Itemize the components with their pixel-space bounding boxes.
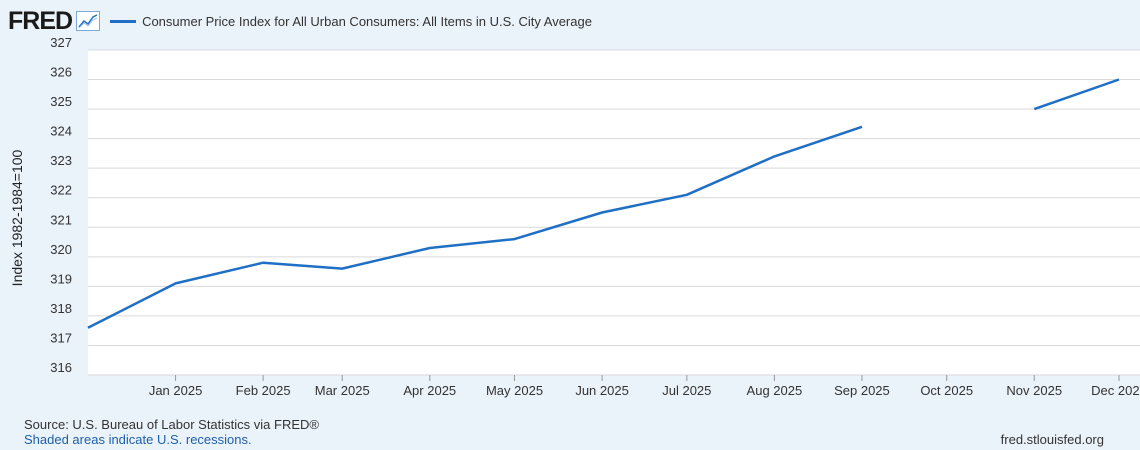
- x-tick-label: Jul 2025: [662, 383, 711, 398]
- legend: Consumer Price Index for All Urban Consu…: [110, 14, 592, 29]
- x-tick-label: Aug 2025: [747, 383, 803, 398]
- recession-note[interactable]: Shaded areas indicate U.S. recessions.: [24, 432, 252, 447]
- y-tick-label: 322: [50, 183, 72, 198]
- x-tick-labels: Jan 2025 Feb 2025 Mar 2025 Apr 2025 May 2025…: [149, 375, 1140, 398]
- footer-notes: Source: U.S. Bureau of Labor Statistics …: [24, 417, 319, 447]
- y-tick-label: 327: [50, 35, 72, 50]
- x-tick-label: Nov 2025: [1006, 383, 1062, 398]
- x-tick-label: Jun 2025: [575, 383, 629, 398]
- legend-label: Consumer Price Index for All Urban Consu…: [142, 13, 592, 29]
- x-tick-label: Jan 2025: [149, 383, 203, 398]
- series-line[interactable]: [87, 125, 863, 329]
- y-tick-label: 321: [50, 212, 72, 227]
- y-tick-label: 326: [50, 65, 72, 80]
- fred-logo[interactable]: FRED: [8, 6, 73, 35]
- y-tick-label: 323: [50, 153, 72, 168]
- y-tick-label: 318: [50, 301, 72, 316]
- legend-swatch: [110, 19, 137, 23]
- series-lines: [87, 78, 1120, 329]
- line-chart-icon: [76, 11, 101, 31]
- y-tick-label: 324: [50, 124, 72, 139]
- y-tick-labels: 316 317 318 319 320 321 322 323 324 325 326 327: [50, 35, 72, 375]
- source-note: Source: U.S. Bureau of Labor Statistics …: [24, 417, 319, 432]
- y-tick-label: 320: [50, 242, 72, 257]
- x-tick-label: Apr 2025: [403, 383, 456, 398]
- y-tick-label: 319: [50, 271, 72, 286]
- x-tick-label: Oct 2025: [920, 383, 973, 398]
- x-tick-label: Sep 2025: [834, 383, 890, 398]
- chart-header: FRED Consumer Price Index for All Urban …: [8, 6, 592, 36]
- series-line[interactable]: [1033, 78, 1120, 111]
- y-tick-label: 325: [50, 94, 72, 109]
- plot-area: [88, 50, 1140, 375]
- site-link[interactable]: fred.stlouisfed.org: [1000, 432, 1104, 447]
- y-tick-label: 317: [50, 330, 72, 345]
- x-tick-label: Feb 2025: [236, 383, 291, 398]
- x-tick-label: May 2025: [486, 383, 543, 398]
- x-tick-label: Mar 2025: [315, 383, 370, 398]
- y-tick-label: 316: [50, 360, 72, 375]
- x-tick-label: Dec 2025: [1091, 383, 1140, 398]
